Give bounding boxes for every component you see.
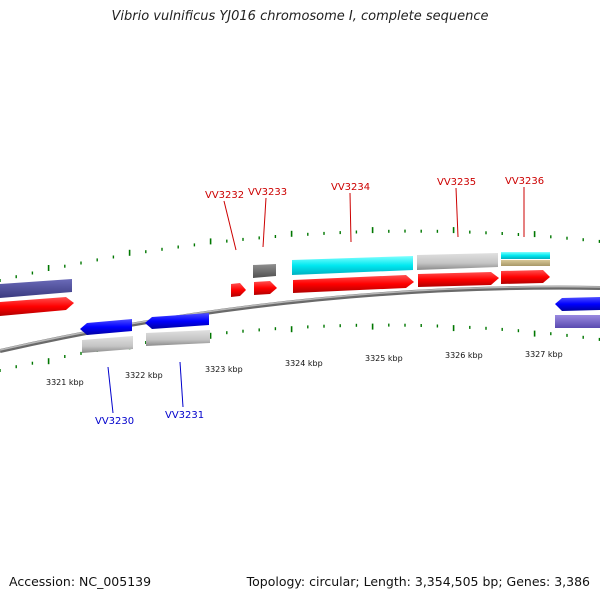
feature-left-navy[interactable] [0,279,72,298]
leader-vv3232 [223,200,237,251]
leader-vv3231 [179,361,184,408]
cds-vv3231[interactable] [145,313,209,329]
cds-right-reverse[interactable] [555,297,600,311]
map-title: Vibrio vulnificus YJ016 chromosome I, co… [111,9,489,24]
cds-vv3232[interactable] [231,283,246,297]
leader-vv3233 [262,197,267,248]
cds-vv3230[interactable] [80,319,132,335]
gene-label-vv3232[interactable]: VV3232 [205,190,244,201]
tick-label-3326: 3326 kbp [445,351,483,360]
feature-right-lavender[interactable] [555,315,600,328]
leader-vv3234 [349,192,352,243]
tick-label-3327: 3327 kbp [525,350,563,359]
tick-label-3321: 3321 kbp [46,378,84,387]
gene-vv3231[interactable] [146,330,210,346]
gene-vv3230[interactable] [82,336,133,353]
genome-summary-text: Topology: circular; Length: 3,354,505 bp… [246,574,590,589]
chromosome-backbone [0,285,600,353]
tick-label-3324: 3324 kbp [285,359,323,368]
tick-label-3325: 3325 kbp [365,354,403,363]
gene-vv3233[interactable] [253,264,276,278]
leader-vv3230 [107,366,114,414]
gene-label-vv3230[interactable]: VV3230 [95,416,134,427]
gene-vv3235[interactable] [417,253,498,270]
cds-vv3234[interactable] [293,275,414,293]
cds-left-forward[interactable] [0,297,74,316]
gene-vv3236-tan[interactable] [501,260,550,266]
gene-vv3234-cyan[interactable] [292,256,413,275]
accession-text: Accession: NC_005139 [9,574,152,589]
tick-label-3323: 3323 kbp [205,365,243,374]
gene-label-vv3231[interactable]: VV3231 [165,410,204,421]
cds-vv3235[interactable] [418,272,499,287]
gene-label-vv3234[interactable]: VV3234 [331,182,370,193]
gene-label-vv3236[interactable]: VV3236 [505,176,544,187]
upper-tick-ring [0,227,600,282]
leader-vv3235 [455,187,459,238]
gene-vv3236-cyan[interactable] [501,252,550,259]
tick-label-3322: 3322 kbp [125,371,163,380]
cds-vv3236[interactable] [501,270,550,284]
gene-label-vv3235[interactable]: VV3235 [437,177,476,188]
cds-vv3233[interactable] [254,281,277,295]
gene-label-vv3233[interactable]: VV3233 [248,187,287,198]
